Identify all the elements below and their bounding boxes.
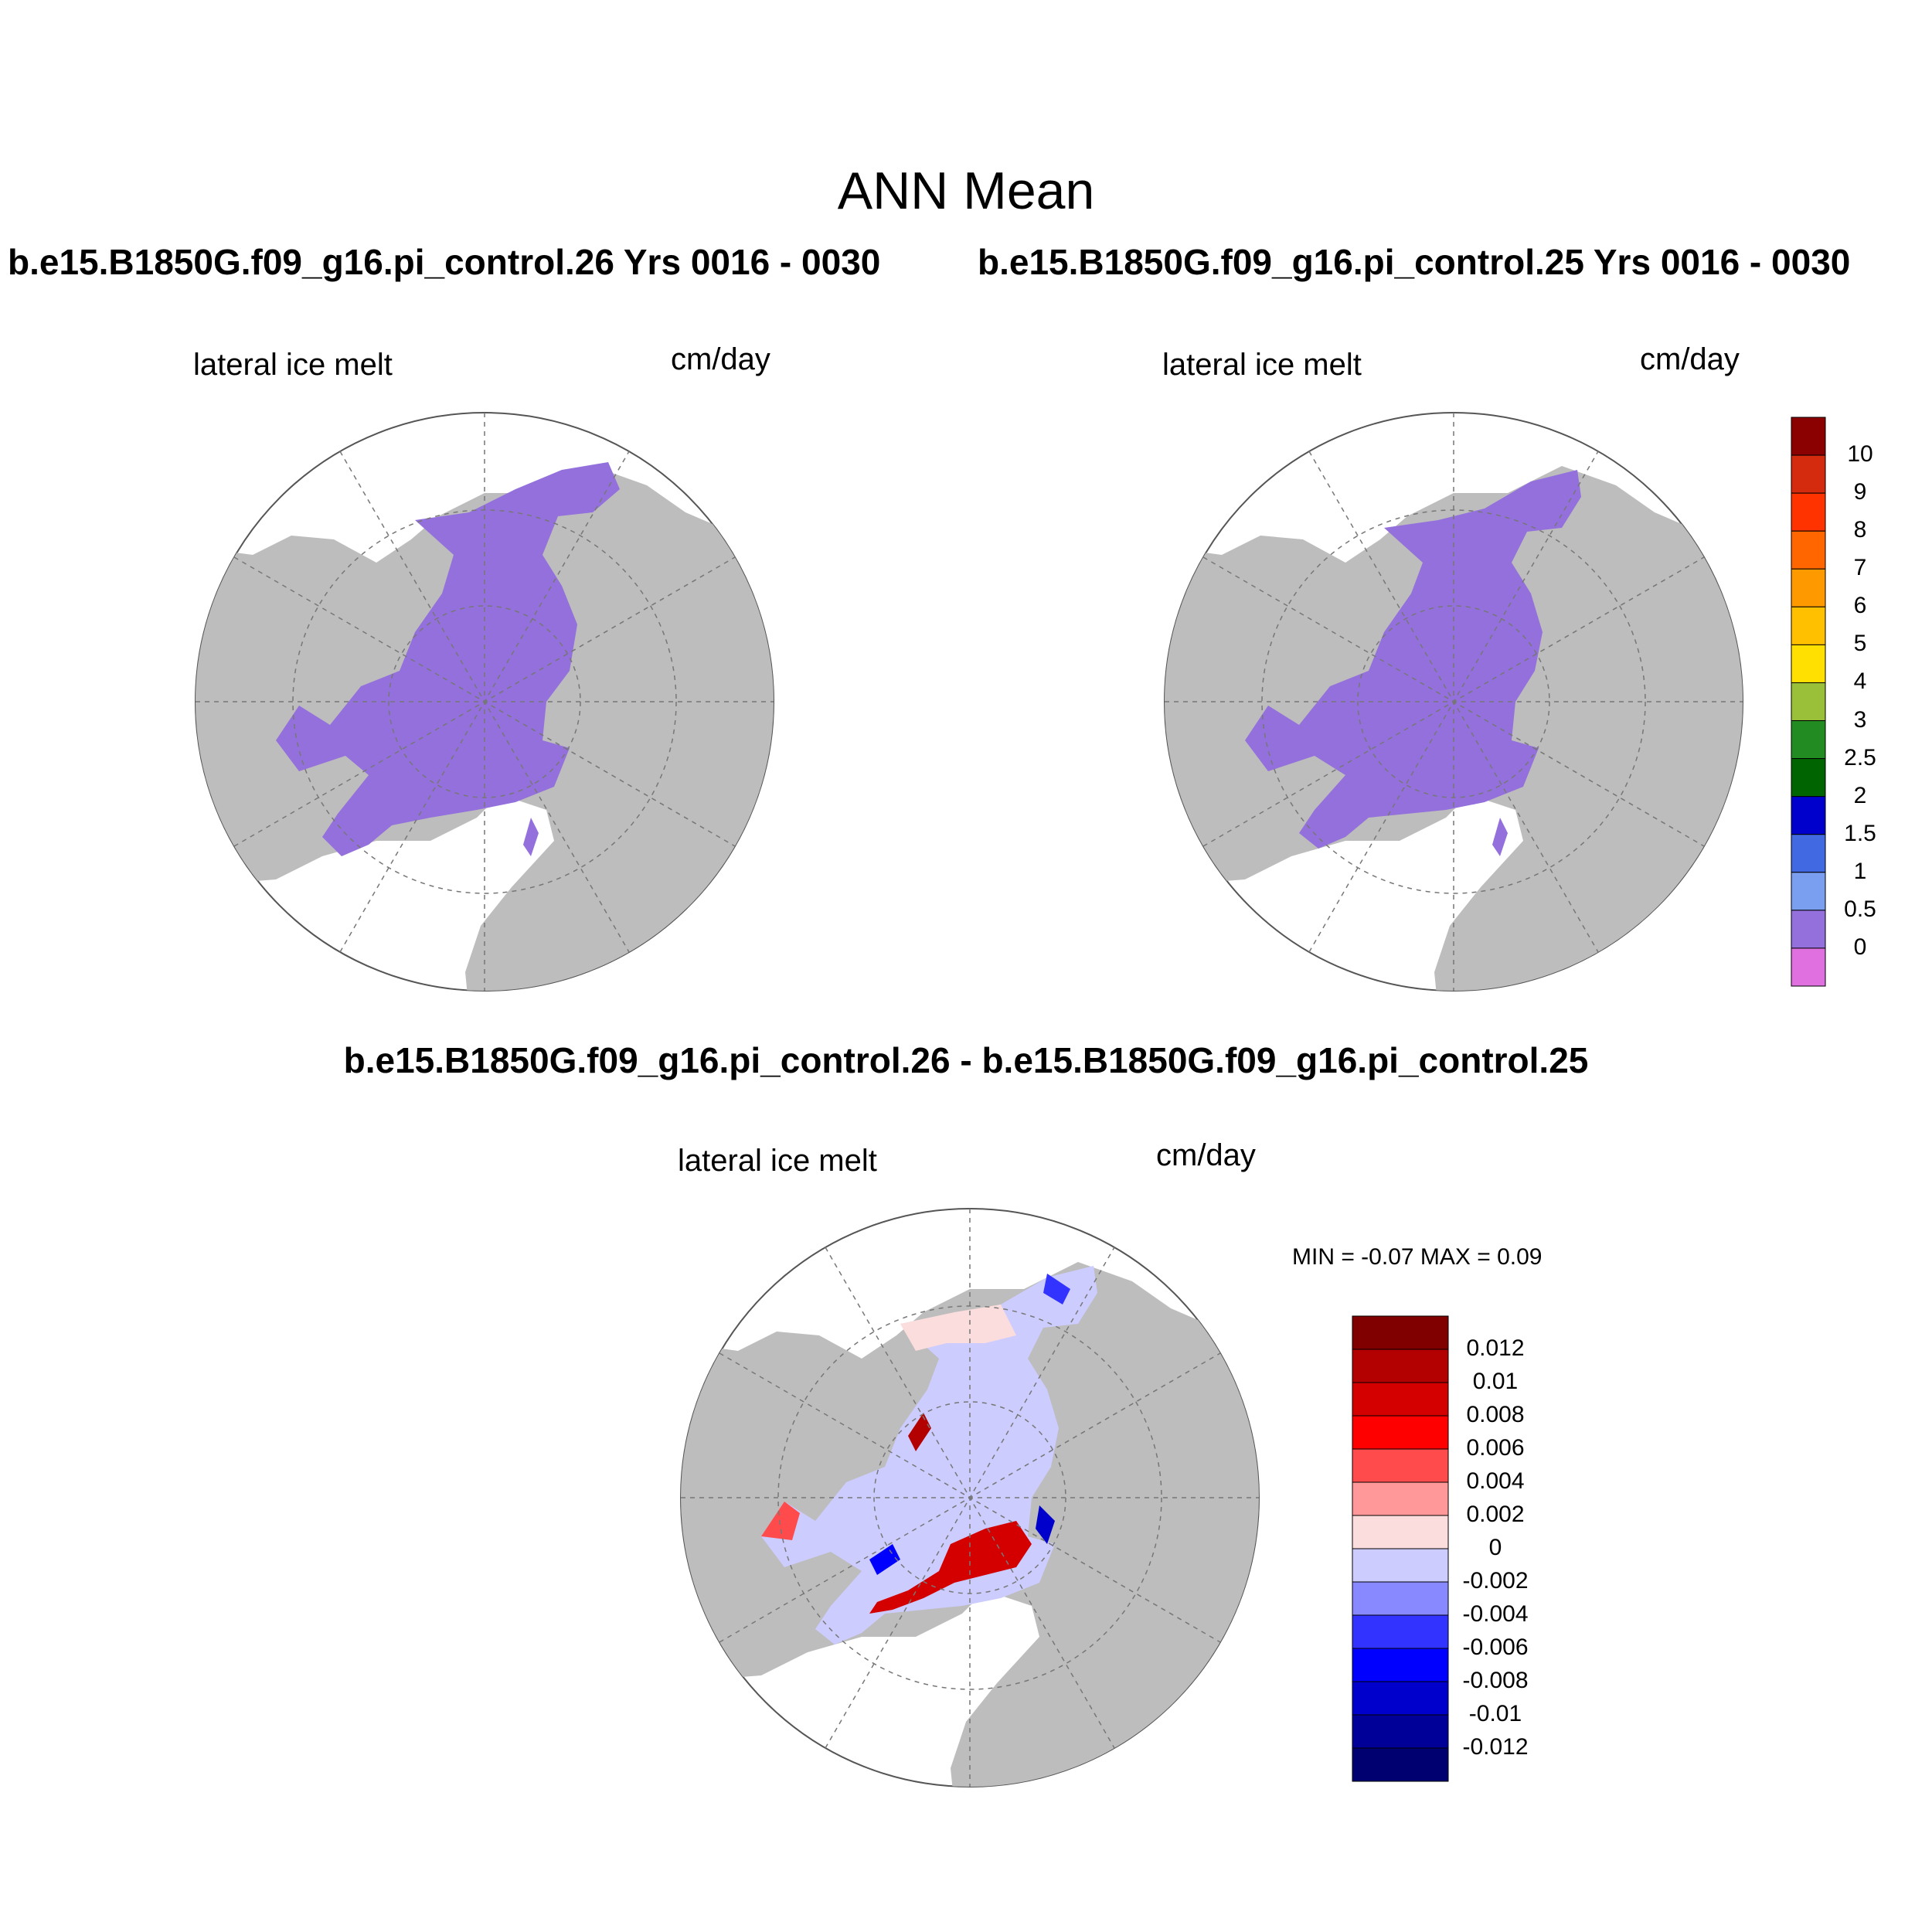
- colorbar-swatch: [1791, 492, 1826, 532]
- colorbar-swatch: [1791, 910, 1826, 949]
- right-units-label: cm/day: [1640, 342, 1740, 376]
- colorbar-tick-label: 8: [1853, 517, 1867, 543]
- colorbar-tick-label: 0.012: [1466, 1335, 1525, 1361]
- colorbar-tick-label: 1: [1853, 858, 1867, 884]
- colorbar-tick-label: 2: [1853, 782, 1867, 808]
- diff-variable-label: lateral ice melt: [678, 1144, 877, 1178]
- colorbar-swatch: [1352, 1415, 1449, 1450]
- colorbar-swatch: [1352, 1481, 1449, 1516]
- colorbar-tick-label: 0.006: [1466, 1435, 1525, 1461]
- colorbar-swatch: [1352, 1548, 1449, 1583]
- colorbar-tick-label: 0.5: [1844, 896, 1876, 922]
- colorbar-tick-label: 10: [1847, 441, 1873, 468]
- left-polar-map: [195, 412, 774, 992]
- colorbar-tick-label: -0.008: [1462, 1668, 1529, 1693]
- colorbar-tick-label: -0.012: [1462, 1734, 1529, 1760]
- colorbar-swatch: [1352, 1747, 1449, 1782]
- colorbar-swatch: [1352, 1681, 1449, 1716]
- colorbar-swatch: [1791, 720, 1826, 760]
- right-polar-map: [1164, 412, 1743, 992]
- colorbar-tick-label: -0.004: [1462, 1601, 1529, 1627]
- ice-field: [1492, 818, 1508, 856]
- colorbar-swatch: [1791, 530, 1826, 570]
- colorbar-tick-label: 0.008: [1466, 1402, 1525, 1427]
- colorbar-tick-label: 0: [1488, 1535, 1502, 1560]
- left-variable-label: lateral ice melt: [193, 348, 393, 382]
- colorbar-tick-label: 4: [1853, 668, 1867, 695]
- colorbar-tick-label: 0.002: [1466, 1502, 1525, 1527]
- difference-colorbar: [1352, 1315, 1449, 1782]
- right-panel-title: b.e15.B1850G.f09_g16.pi_control.25 Yrs 0…: [978, 242, 1851, 282]
- colorbar-swatch: [1791, 606, 1826, 645]
- ice-field: [1245, 470, 1581, 849]
- colorbar-tick-label: -0.002: [1462, 1568, 1529, 1594]
- colorbar-tick-label: 0.01: [1472, 1369, 1519, 1394]
- main-title: ANN Mean: [837, 162, 1095, 220]
- graticule: [681, 1209, 1259, 1787]
- colorbar-swatch: [1352, 1349, 1449, 1383]
- colorbar-swatch: [1791, 454, 1826, 494]
- colorbar-tick-label: 5: [1853, 631, 1867, 657]
- colorbar-swatch: [1352, 1714, 1449, 1749]
- diff-field-blue: [869, 1544, 900, 1575]
- colorbar-swatch: [1352, 1315, 1449, 1350]
- colorbar-swatch: [1791, 872, 1826, 911]
- colorbar-tick-label: -0.006: [1462, 1634, 1529, 1660]
- colorbar-swatch: [1352, 1382, 1449, 1417]
- colorbar-swatch: [1791, 758, 1826, 798]
- colorbar-tick-label: 9: [1853, 479, 1867, 505]
- diff-field-blue: [1043, 1274, 1070, 1304]
- difference-panel-title: b.e15.B1850G.f09_g16.pi_control.26 - b.e…: [343, 1040, 1589, 1080]
- left-units-label: cm/day: [671, 342, 770, 376]
- colorbar-swatch: [1791, 568, 1826, 607]
- diff-field-red: [908, 1413, 931, 1451]
- graticule: [1165, 413, 1743, 991]
- colorbar-swatch: [1791, 644, 1826, 683]
- colorbar-swatch: [1352, 1614, 1449, 1649]
- left-panel-title: b.e15.B1850G.f09_g16.pi_control.26 Yrs 0…: [8, 242, 881, 282]
- diff-field-red: [869, 1521, 1032, 1614]
- colorbar-swatch: [1791, 796, 1826, 835]
- diff-field-pink: [900, 1304, 1016, 1351]
- colorbar-tick-label: 0: [1853, 934, 1867, 960]
- colorbar-swatch: [1352, 1515, 1449, 1549]
- ice-field: [523, 818, 539, 856]
- colorbar-swatch: [1352, 1648, 1449, 1682]
- colorbar-tick-label: 6: [1853, 593, 1867, 619]
- colorbar-tick-label: 7: [1853, 555, 1867, 581]
- colorbar-tick-label: 3: [1853, 706, 1867, 733]
- right-variable-label: lateral ice melt: [1162, 348, 1362, 382]
- colorbar-tick-label: -0.01: [1468, 1701, 1522, 1726]
- diff-field-blue: [1036, 1505, 1055, 1544]
- colorbar-tick-label: 0.004: [1466, 1468, 1525, 1494]
- difference-polar-map: [680, 1208, 1260, 1787]
- main-colorbar: [1791, 417, 1826, 987]
- colorbar-tick-label: 2.5: [1844, 744, 1876, 770]
- colorbar-tick-label: 1.5: [1844, 820, 1876, 846]
- colorbar-swatch: [1791, 947, 1826, 987]
- diff-field-red: [761, 1502, 800, 1540]
- colorbar-swatch: [1352, 1581, 1449, 1616]
- colorbar-swatch: [1791, 417, 1826, 456]
- graticule: [196, 413, 774, 991]
- colorbar-swatch: [1791, 834, 1826, 873]
- min-max-label: MIN = -0.07 MAX = 0.09: [1292, 1244, 1543, 1270]
- ice-field: [276, 462, 620, 856]
- diff-units-label: cm/day: [1156, 1138, 1256, 1172]
- colorbar-swatch: [1352, 1448, 1449, 1483]
- colorbar-swatch: [1791, 682, 1826, 722]
